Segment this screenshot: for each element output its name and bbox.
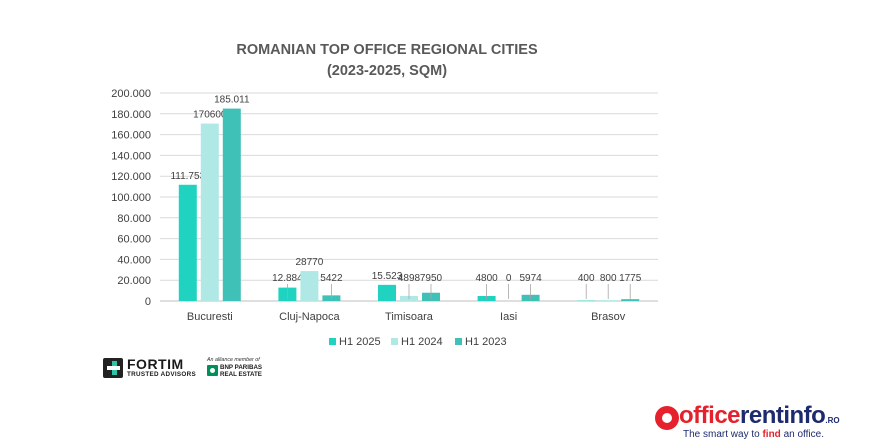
bar — [200, 123, 219, 302]
wordmark-part-ro: .RO — [825, 416, 840, 425]
legend: H1 2025 H1 2024 H1 2023 — [329, 336, 507, 348]
x-category-label: Bucuresti — [187, 311, 233, 323]
legend-swatch — [329, 338, 336, 345]
bar — [300, 271, 319, 301]
bar — [178, 184, 197, 301]
x-category-label: Brasov — [591, 311, 626, 323]
legend-label: H1 2024 — [401, 336, 443, 348]
alliance-text: An alliance member of — [207, 357, 260, 363]
bar — [378, 284, 396, 301]
data-label: 170600 — [193, 110, 227, 121]
chart-title: ROMANIAN TOP OFFICE REGIONAL CITIES — [236, 42, 538, 58]
data-label: 5422 — [320, 273, 343, 284]
y-tick-label: 120.000 — [111, 171, 151, 183]
fortim-mark-icon — [103, 358, 123, 378]
officerentinfo-wordmark: officerentinfo.RO — [679, 403, 840, 434]
bnp-star-icon — [207, 365, 218, 376]
tagline-pre: The smart way to — [683, 429, 763, 440]
bar — [222, 108, 241, 301]
officerentinfo-logo: officerentinfo.RO The smart way to find … — [655, 403, 873, 442]
fortim-logo: FORTIM TRUSTED ADVISORS — [103, 357, 203, 381]
data-label: 1775 — [619, 273, 642, 284]
x-axis: Bucuresti Cluj-Napoca Timisoara Iasi Brasov — [187, 311, 626, 323]
data-label: 15.523 — [372, 271, 403, 282]
bars: 111.753 170600 185.011 12.884 28770 5422 15.52… — [170, 95, 642, 302]
y-tick-label: 100.000 — [111, 192, 151, 204]
y-tick-label: 20.000 — [117, 275, 151, 287]
bar — [621, 299, 640, 301]
y-axis: 0 20.000 40.000 60.000 80.000 100.000 120.000 1… — [111, 88, 151, 308]
data-label: 800 — [600, 273, 617, 284]
bnp-paribas-logo: An alliance member of BNP PARIBAS REAL E… — [207, 357, 287, 381]
legend-label: H1 2025 — [339, 336, 381, 348]
bnp-name: BNP PARIBAS REAL ESTATE — [220, 364, 262, 378]
wordmark-part-rentinfo: rentinfo — [740, 402, 826, 429]
tagline-highlight: find — [762, 429, 781, 440]
tagline-post: an office. — [780, 429, 824, 440]
data-label: 0 — [506, 273, 512, 284]
fortim-name: FORTIM — [127, 356, 184, 372]
y-tick-label: 180.000 — [111, 109, 151, 121]
y-tick-label: 40.000 — [117, 254, 151, 266]
chart-subtitle: (2023-2025, SQM) — [327, 63, 447, 79]
data-label: 7950 — [420, 273, 443, 284]
data-label: 12.884 — [272, 273, 303, 284]
officerentinfo-tagline: The smart way to find an office. — [683, 429, 824, 440]
location-pin-icon — [655, 406, 679, 430]
data-label: 28770 — [295, 257, 323, 268]
y-tick-label: 80.000 — [117, 213, 151, 225]
data-label: 4800 — [475, 273, 498, 284]
fortim-tagline: TRUSTED ADVISORS — [127, 371, 196, 378]
data-label: 185.011 — [214, 95, 250, 106]
wordmark-part-office: office — [679, 402, 741, 429]
x-category-label: Timisoara — [385, 311, 434, 323]
y-tick-label: 140.000 — [111, 150, 151, 162]
legend-label: H1 2023 — [465, 336, 507, 348]
legend-swatch — [391, 338, 398, 345]
data-label: 4898 — [398, 273, 421, 284]
y-tick-label: 200.000 — [111, 88, 151, 100]
y-tick-label: 160.000 — [111, 130, 151, 142]
data-label: 111.753 — [170, 171, 205, 182]
x-category-label: Cluj-Napoca — [279, 311, 340, 323]
gridlines — [160, 92, 658, 302]
data-label: 5974 — [519, 273, 542, 284]
y-tick-label: 60.000 — [117, 234, 151, 246]
bar — [599, 300, 618, 301]
data-label: 400 — [578, 273, 595, 284]
bnp-name-line1: BNP PARIBAS — [220, 364, 263, 371]
legend-swatch — [455, 338, 462, 345]
x-category-label: Iasi — [500, 311, 517, 323]
y-tick-label: 0 — [145, 296, 151, 308]
bnp-name-line2: REAL ESTATE — [220, 371, 262, 378]
